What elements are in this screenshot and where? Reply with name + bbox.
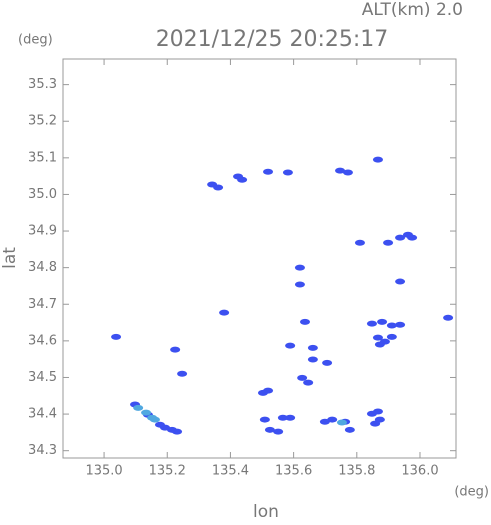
echo-cell: [372, 334, 383, 341]
x-tick-label: 135.0: [85, 464, 122, 479]
echo-cell: [395, 234, 406, 241]
echo-cell: [273, 428, 284, 435]
y-unit: (deg): [18, 33, 53, 48]
echo-cell: [307, 344, 318, 351]
echo-cell: [372, 156, 383, 163]
echo-cell: [149, 416, 160, 423]
y-tick-label: 35.3: [28, 77, 57, 92]
x-tick-label: 135.2: [149, 464, 186, 479]
echo-cell: [372, 408, 383, 415]
echo-cell: [342, 169, 353, 176]
x-tick-label: 136.0: [401, 464, 438, 479]
plot-frame: [62, 58, 457, 459]
echo-cell: [219, 309, 230, 316]
echo-cell: [170, 346, 181, 353]
echo-cell: [336, 419, 347, 426]
echo-cell: [370, 420, 381, 427]
x-tick-label: 135.4: [212, 464, 249, 479]
y-tick-label: 35.2: [28, 114, 57, 129]
echo-cell: [344, 426, 355, 433]
echo-cell: [294, 264, 305, 271]
echo-cell: [299, 318, 310, 325]
chart-title: 2021/12/25 20:25:17: [156, 27, 389, 52]
echo-cell: [111, 333, 122, 340]
echo-cell: [327, 416, 338, 423]
echo-cell: [443, 314, 454, 321]
echo-cell: [383, 239, 394, 246]
y-tick-label: 34.3: [28, 443, 57, 458]
echo-cell: [294, 281, 305, 288]
y-tick-label: 34.5: [28, 370, 57, 385]
echo-cell: [133, 404, 144, 411]
y-tick-label: 34.7: [28, 297, 57, 312]
echo-cell: [285, 414, 296, 421]
echo-cell: [407, 234, 418, 241]
echo-cell: [263, 387, 274, 394]
echo-cell: [172, 428, 183, 435]
echo-cell: [377, 318, 388, 325]
echo-cell: [282, 169, 293, 176]
x-tick-label: 135.8: [338, 464, 375, 479]
x-axis-label: lon: [253, 502, 279, 521]
echo-cell: [335, 167, 346, 174]
echo-cell: [177, 370, 188, 377]
echo-cell: [285, 342, 296, 349]
echo-cell: [374, 341, 385, 348]
x-tick-label: 135.6: [275, 464, 312, 479]
y-tick-label: 34.4: [28, 407, 57, 422]
echo-cell: [303, 379, 314, 386]
echo-cell: [307, 356, 318, 363]
echo-cell: [263, 168, 274, 175]
echo-cell: [277, 414, 288, 421]
echo-cell: [264, 426, 275, 433]
echo-cell: [141, 409, 152, 416]
echo-cell: [213, 184, 224, 191]
y-tick-label: 35.1: [28, 150, 57, 165]
echo-cell: [354, 239, 365, 246]
echo-cell: [395, 321, 406, 328]
echo-cell: [366, 320, 377, 327]
y-tick-label: 34.6: [28, 333, 57, 348]
altitude-label: ALT(km) 2.0: [362, 0, 463, 20]
y-tick-label: 34.9: [28, 224, 57, 239]
echo-cell: [297, 374, 308, 381]
echo-cell: [237, 176, 248, 183]
echo-cell: [386, 333, 397, 340]
echo-cell: [259, 416, 270, 423]
y-tick-label: 34.8: [28, 260, 57, 275]
y-tick-label: 35.0: [28, 187, 57, 202]
echo-cell: [395, 278, 406, 285]
echo-cell: [386, 322, 397, 329]
y-axis-label: lat: [0, 247, 20, 269]
echo-cell: [322, 359, 333, 366]
x-unit: (deg): [454, 485, 489, 500]
